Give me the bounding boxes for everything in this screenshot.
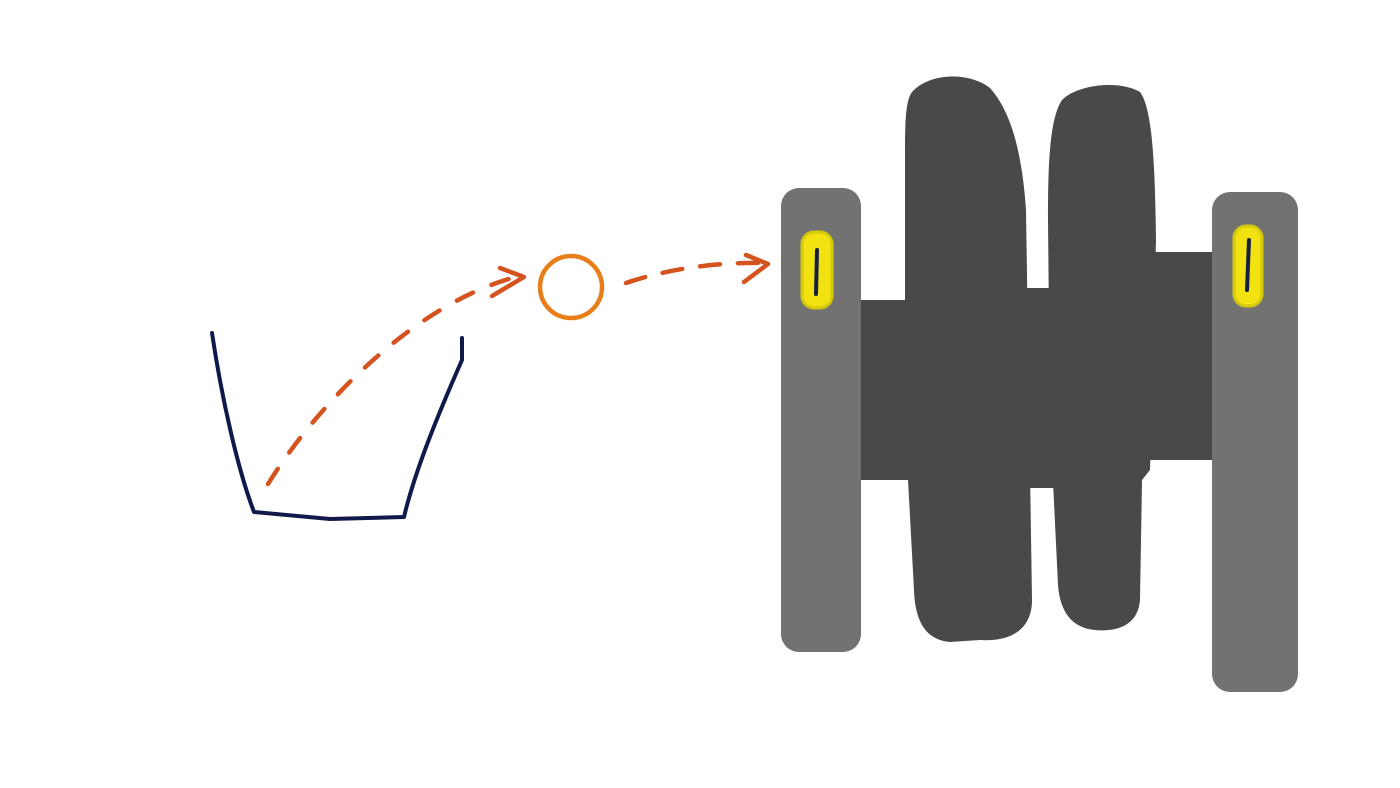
cup-sketch — [210, 331, 464, 521]
arrowhead-1 — [489, 265, 527, 299]
arrowhead-2 — [741, 252, 771, 285]
outer-plate-right — [1212, 192, 1298, 692]
trajectory-to-assembly — [623, 252, 771, 286]
dashed-arc-2 — [623, 260, 767, 286]
inner-plate-right — [1048, 85, 1156, 631]
slot-left-mark — [814, 248, 819, 296]
dashed-arc-1 — [265, 273, 523, 487]
outer-plate-left — [781, 188, 861, 652]
trajectory-to-ball — [265, 265, 527, 487]
stacked-plates-assembly — [781, 76, 1298, 692]
slot-right-mark — [1245, 238, 1251, 292]
cup-outline — [210, 331, 464, 521]
ball-circle — [537, 253, 605, 321]
inner-plate-left — [905, 76, 1032, 642]
